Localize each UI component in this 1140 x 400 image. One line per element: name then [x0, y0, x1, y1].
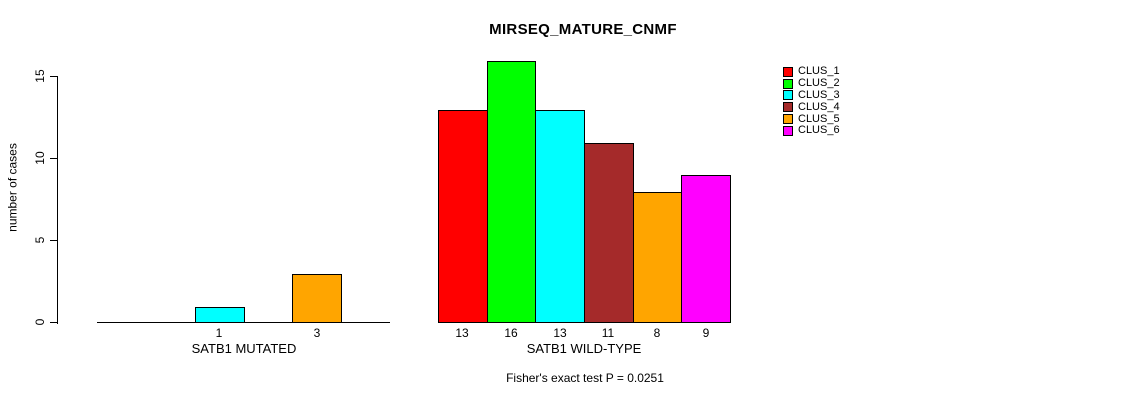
bar-clus_1 [438, 110, 488, 323]
legend-color-swatch [783, 66, 793, 77]
y-tick-label: 15 [33, 69, 47, 83]
bar-value-label: 1 [215, 326, 223, 340]
bar-value-label: 16 [504, 326, 518, 340]
legend: CLUS_1 CLUS_2 CLUS_3 CLUS_4 CLUS_5 CLUS_6 [783, 66, 840, 137]
y-axis-line [57, 77, 58, 324]
legend-color-swatch [783, 90, 793, 101]
legend-label: CLUS_6 [798, 124, 840, 137]
y-tick-mark [50, 322, 58, 323]
chart-title: MIRSEQ_MATURE_CNMF [489, 21, 677, 38]
y-tick-label: 5 [33, 236, 47, 244]
y-tick-label: 10 [33, 151, 47, 165]
legend-label: CLUS_2 [798, 77, 840, 90]
y-tick-mark [50, 158, 58, 159]
footnote: Fisher's exact test P = 0.0251 [506, 371, 664, 385]
bar-clus_5 [633, 192, 682, 323]
group-label: SATB1 WILD-TYPE [526, 341, 642, 356]
legend-color-swatch [783, 125, 793, 136]
bar-clus_3 [195, 307, 245, 323]
bar-clus_4 [584, 143, 634, 323]
bar-value-label: 8 [653, 326, 661, 340]
y-axis-label: number of cases [5, 143, 20, 232]
legend-item: CLUS_4 [783, 101, 840, 113]
legend-color-swatch [783, 102, 793, 113]
y-tick-label: 0 [33, 318, 47, 326]
legend-label: CLUS_3 [798, 88, 840, 101]
bar-clus_3 [535, 110, 585, 323]
legend-item: CLUS_5 [783, 113, 840, 125]
legend-color-swatch [783, 114, 793, 125]
bar-value-label: 13 [455, 326, 469, 340]
bar-clus_2 [487, 61, 536, 323]
legend-item: CLUS_6 [783, 125, 840, 137]
bar-value-label: 13 [553, 326, 567, 340]
bar-clus_6 [681, 175, 731, 323]
legend-color-swatch [783, 78, 793, 89]
legend-label: CLUS_1 [798, 65, 840, 78]
legend-label: CLUS_4 [798, 100, 840, 113]
legend-item: CLUS_1 [783, 66, 840, 78]
legend-label: CLUS_5 [798, 112, 840, 125]
bar-value-label: 11 [601, 326, 615, 340]
group-label: SATB1 MUTATED [191, 341, 297, 356]
y-tick-mark [50, 76, 58, 77]
legend-item: CLUS_3 [783, 88, 840, 102]
y-tick-mark [50, 240, 58, 241]
legend-item: CLUS_2 [783, 78, 840, 90]
bar-value-label: 3 [313, 326, 321, 340]
bar-clus_5 [292, 274, 342, 323]
bar-value-label: 9 [702, 326, 710, 340]
